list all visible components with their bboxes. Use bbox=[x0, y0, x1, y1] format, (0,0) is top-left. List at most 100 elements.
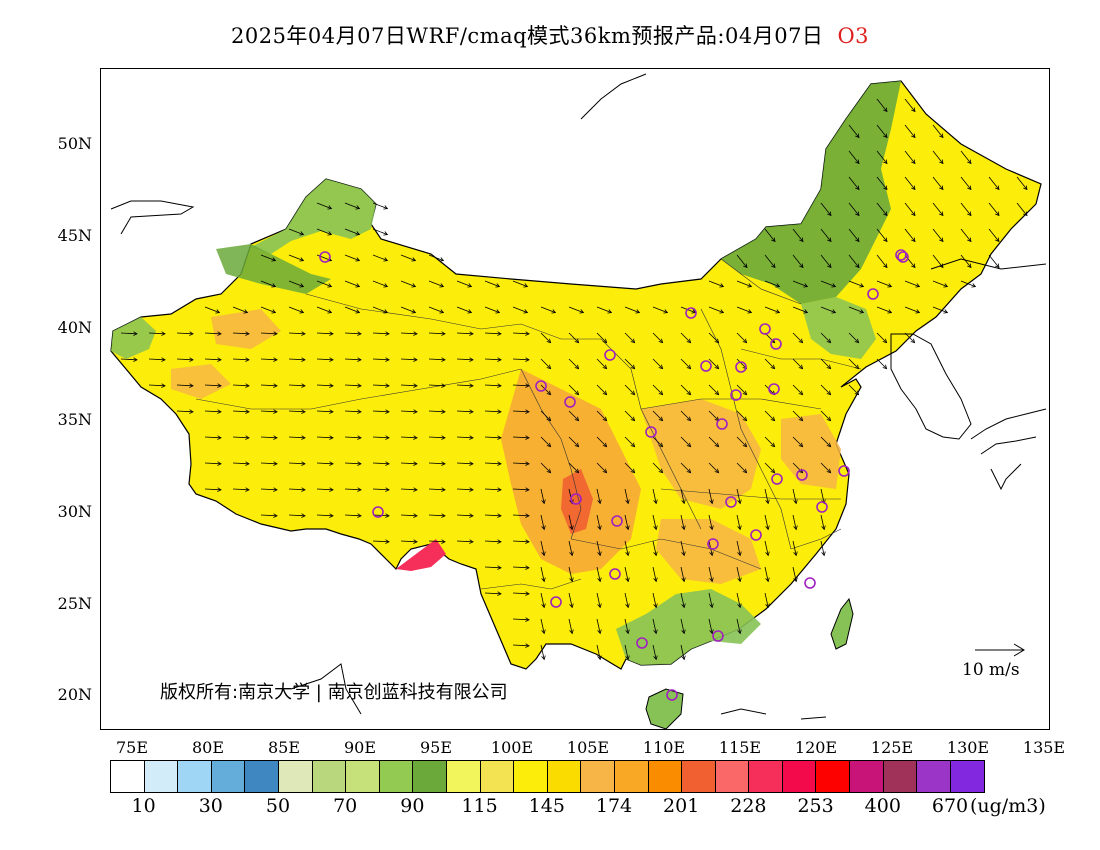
wind-arrow-head-icon bbox=[658, 442, 664, 448]
wind-arrow-head-icon bbox=[793, 525, 798, 531]
wind-arrow-head-icon bbox=[245, 461, 250, 466]
wind-arrow-icon bbox=[652, 514, 657, 530]
wind-arrow-head-icon bbox=[525, 643, 530, 648]
wind-arrow-icon bbox=[288, 254, 304, 261]
colorbar-swatch bbox=[648, 761, 683, 792]
lat-label-30n: 30N bbox=[57, 502, 92, 521]
wind-arrow-icon bbox=[960, 202, 972, 216]
wind-arrow-icon bbox=[680, 488, 685, 504]
wind-arrow-head-icon bbox=[441, 331, 446, 336]
wind-arrow-head-icon bbox=[525, 461, 530, 466]
wind-arrow-icon bbox=[736, 488, 741, 504]
wind-arrow-icon bbox=[568, 514, 573, 530]
wind-arrow-head-icon bbox=[855, 237, 860, 243]
region-northeast-green bbox=[721, 81, 901, 304]
wind-arrow-head-icon bbox=[413, 461, 418, 466]
station-marker-icon bbox=[564, 396, 576, 408]
colorbar-tick-label: 228 bbox=[730, 795, 767, 817]
wind-arrow-head-icon bbox=[770, 364, 776, 370]
wind-arrow-icon bbox=[456, 332, 474, 335]
wind-arrow-icon bbox=[848, 306, 864, 313]
wind-arrow-head-icon bbox=[525, 357, 530, 362]
wind-arrow-icon bbox=[708, 514, 713, 530]
wind-arrow-icon bbox=[456, 410, 474, 413]
wind-arrow-icon bbox=[708, 488, 713, 504]
lon-label-115e: 115E bbox=[718, 738, 762, 757]
wind-arrow-icon bbox=[792, 566, 797, 582]
wind-arrow-icon bbox=[596, 644, 601, 660]
wind-arrow-icon bbox=[540, 436, 551, 447]
wind-arrow-head-icon bbox=[385, 331, 390, 336]
colorbar-swatch bbox=[278, 761, 313, 792]
wind-arrow-icon bbox=[232, 462, 250, 465]
wind-arrow-icon bbox=[792, 514, 797, 530]
wind-arrow-icon bbox=[624, 618, 629, 634]
wind-arrow-head-icon bbox=[273, 331, 278, 336]
wind-arrow-head-icon bbox=[245, 409, 250, 414]
colorbar-swatch bbox=[782, 761, 817, 792]
wind-arrow-head-icon bbox=[217, 461, 222, 466]
wind-arrow-head-icon bbox=[686, 338, 692, 344]
wind-arrow-head-icon bbox=[385, 513, 390, 518]
wind-arrow-icon bbox=[344, 358, 362, 361]
wind-arrow-head-icon bbox=[943, 309, 949, 314]
station-marker-icon bbox=[816, 501, 828, 513]
wind-arrow-head-icon bbox=[831, 309, 837, 314]
lon-label-130e: 130E bbox=[946, 738, 990, 757]
wind-arrow-icon bbox=[932, 202, 944, 216]
wind-arrow-head-icon bbox=[709, 603, 714, 609]
wind-arrow-head-icon bbox=[497, 383, 502, 388]
wind-arrow-icon bbox=[624, 566, 629, 582]
wind-arrow-icon bbox=[820, 306, 836, 313]
wind-arrow-icon bbox=[624, 592, 629, 608]
wind-arrow-head-icon bbox=[355, 283, 361, 288]
wind-arrow-icon bbox=[372, 384, 390, 387]
wind-arrow-icon bbox=[344, 202, 360, 209]
wind-arrow-head-icon bbox=[497, 435, 502, 440]
region-northwest-green bbox=[251, 179, 376, 254]
wind-arrow-head-icon bbox=[383, 205, 389, 210]
wind-arrow-icon bbox=[232, 488, 250, 491]
wind-arrow-head-icon bbox=[217, 383, 222, 388]
wind-arrow-head-icon bbox=[686, 416, 692, 422]
wind-arrow-icon bbox=[680, 462, 691, 473]
wind-arrow-head-icon bbox=[765, 603, 770, 609]
wind-arrow-head-icon bbox=[245, 435, 250, 440]
station-marker-icon bbox=[700, 360, 712, 372]
wind-arrow-head-icon bbox=[245, 383, 250, 388]
wind-arrow-icon bbox=[736, 462, 747, 473]
wind-arrow-icon bbox=[176, 384, 194, 387]
wind-arrow-head-icon bbox=[597, 655, 602, 661]
wind-arrow-icon bbox=[288, 332, 306, 335]
wind-scale-label: 10 m/s bbox=[962, 660, 1020, 680]
wind-arrow-head-icon bbox=[299, 309, 305, 314]
wind-arrow-icon bbox=[540, 384, 551, 395]
wind-arrow-icon bbox=[596, 384, 607, 395]
station-marker-icon bbox=[759, 323, 771, 335]
wind-arrow-head-icon bbox=[439, 283, 445, 288]
wind-arrow-head-icon bbox=[765, 577, 770, 583]
wind-arrow-head-icon bbox=[541, 629, 546, 635]
wind-arrow-icon bbox=[792, 488, 797, 504]
wind-arrow-head-icon bbox=[747, 309, 753, 314]
wind-arrow-head-icon bbox=[189, 357, 194, 362]
colorbar-tick-label: 670 bbox=[931, 795, 969, 817]
wind-arrow-icon bbox=[848, 280, 864, 287]
wind-arrow-icon bbox=[820, 280, 836, 287]
wind-arrow-icon bbox=[764, 280, 780, 287]
wind-arrow-head-icon bbox=[245, 331, 250, 336]
wind-arrow-head-icon bbox=[245, 357, 250, 362]
wind-arrow-icon bbox=[204, 488, 222, 491]
wind-arrow-icon bbox=[540, 540, 545, 556]
wind-arrow-head-icon bbox=[569, 603, 574, 609]
station-marker-icon bbox=[707, 538, 719, 550]
lat-label-25n: 25N bbox=[57, 594, 92, 613]
wind-arrow-icon bbox=[232, 410, 250, 413]
wind-arrow-head-icon bbox=[939, 263, 944, 269]
wind-arrow-head-icon bbox=[681, 629, 686, 635]
map-title: 2025年04月07日WRF/cmaq模式36km预报产品:04月07日 O3 bbox=[0, 20, 1100, 50]
lon-label-90e: 90E bbox=[343, 738, 377, 757]
wind-arrow-head-icon bbox=[967, 159, 972, 165]
region-south-green bbox=[616, 589, 761, 665]
wind-arrow-head-icon bbox=[273, 461, 278, 466]
